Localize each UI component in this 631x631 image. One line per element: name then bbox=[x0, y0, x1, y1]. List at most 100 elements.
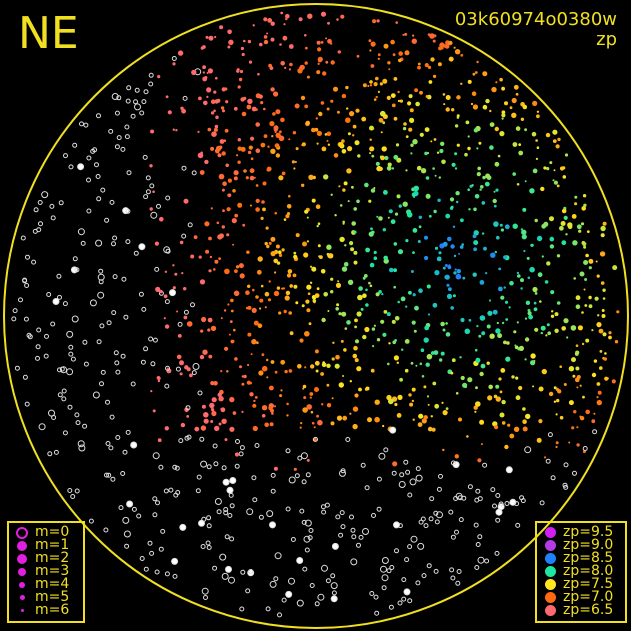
star-unmatched bbox=[415, 474, 423, 482]
star-point bbox=[412, 34, 415, 37]
star-unmatched bbox=[83, 122, 89, 128]
star-point bbox=[405, 169, 408, 172]
star-unmatched bbox=[301, 479, 307, 485]
star-point bbox=[377, 90, 380, 93]
star-point bbox=[556, 301, 561, 305]
star-point bbox=[509, 106, 513, 110]
star-point bbox=[387, 162, 392, 167]
magnitude-marker bbox=[15, 581, 29, 588]
star-unmatched bbox=[330, 573, 336, 579]
star-point bbox=[524, 317, 528, 320]
star-point bbox=[281, 248, 285, 252]
star-point bbox=[433, 350, 439, 355]
star-point bbox=[180, 106, 184, 111]
star-point bbox=[456, 269, 461, 274]
star-point bbox=[438, 46, 443, 51]
star-point bbox=[278, 253, 283, 257]
star-point bbox=[571, 426, 575, 430]
star-unmatched bbox=[86, 208, 92, 214]
star-point bbox=[398, 204, 402, 208]
star-point bbox=[288, 138, 291, 141]
star-point bbox=[552, 129, 558, 135]
star-point bbox=[249, 168, 255, 174]
star-point bbox=[556, 184, 560, 188]
star-point bbox=[402, 33, 405, 36]
star-unmatched bbox=[417, 542, 425, 550]
star-point bbox=[226, 207, 231, 212]
star-point bbox=[497, 154, 501, 158]
star-point bbox=[301, 183, 305, 187]
star-unmatched bbox=[415, 580, 421, 586]
star-unmatched bbox=[504, 501, 510, 506]
star-point bbox=[198, 255, 202, 259]
star-unmatched bbox=[97, 291, 105, 299]
star-point bbox=[406, 212, 413, 218]
legend-item-zp: zp=8.5 bbox=[543, 551, 619, 565]
star-point bbox=[176, 310, 179, 313]
legend-item-zp: zp=6.5 bbox=[543, 603, 619, 617]
star-point bbox=[518, 385, 523, 391]
star-point bbox=[208, 236, 212, 241]
star-unmatched bbox=[296, 599, 304, 607]
star-point bbox=[541, 368, 547, 375]
star-point bbox=[420, 168, 427, 174]
star-unmatched bbox=[160, 528, 166, 534]
star-point bbox=[186, 415, 190, 418]
star-point bbox=[297, 364, 302, 369]
star-point bbox=[576, 386, 579, 389]
star-point bbox=[564, 153, 569, 157]
star-point bbox=[210, 420, 214, 423]
star-point bbox=[493, 204, 497, 208]
star-point bbox=[511, 97, 517, 104]
star-point bbox=[550, 290, 555, 295]
star-point bbox=[511, 112, 517, 119]
star-point bbox=[372, 345, 375, 348]
star-point bbox=[325, 37, 328, 40]
star-point bbox=[563, 318, 569, 324]
star-unmatched bbox=[203, 595, 208, 600]
star-point bbox=[320, 41, 324, 44]
star-point bbox=[205, 35, 209, 39]
star-point bbox=[479, 280, 485, 285]
star-point bbox=[341, 266, 348, 272]
star-point bbox=[330, 421, 335, 426]
star-point bbox=[574, 202, 578, 206]
star-point bbox=[202, 45, 206, 49]
star-unmatched bbox=[450, 460, 456, 466]
star-point bbox=[462, 382, 468, 388]
star-point bbox=[503, 286, 506, 289]
star-point bbox=[443, 103, 446, 106]
star-point bbox=[215, 76, 218, 80]
star-point bbox=[516, 183, 520, 186]
star-unmatched bbox=[248, 569, 254, 574]
star-point bbox=[222, 209, 225, 213]
star-point bbox=[164, 270, 168, 273]
star-unmatched bbox=[150, 361, 156, 367]
star-point bbox=[509, 280, 514, 286]
star-unmatched bbox=[475, 488, 481, 494]
star-unmatched bbox=[474, 565, 480, 570]
star-unmatched bbox=[118, 505, 124, 511]
star-point bbox=[252, 425, 258, 432]
star-point bbox=[439, 358, 443, 362]
star-point bbox=[479, 188, 482, 191]
star-point bbox=[453, 271, 457, 275]
star-point bbox=[267, 298, 272, 302]
star-point bbox=[458, 417, 462, 422]
star-point bbox=[245, 290, 250, 296]
star-point bbox=[292, 273, 297, 278]
star-unmatched bbox=[79, 121, 84, 127]
star-point bbox=[261, 200, 265, 204]
star-point bbox=[597, 314, 600, 317]
star-point bbox=[330, 60, 335, 65]
star-point bbox=[522, 407, 526, 411]
star-unmatched bbox=[545, 458, 551, 464]
star-point bbox=[199, 279, 206, 285]
star-point bbox=[333, 86, 338, 92]
star-point bbox=[410, 152, 413, 155]
star-point bbox=[263, 39, 269, 45]
star-point bbox=[353, 250, 358, 255]
star-point bbox=[472, 234, 477, 239]
star-unmatched bbox=[141, 99, 147, 105]
star-point bbox=[255, 207, 260, 212]
